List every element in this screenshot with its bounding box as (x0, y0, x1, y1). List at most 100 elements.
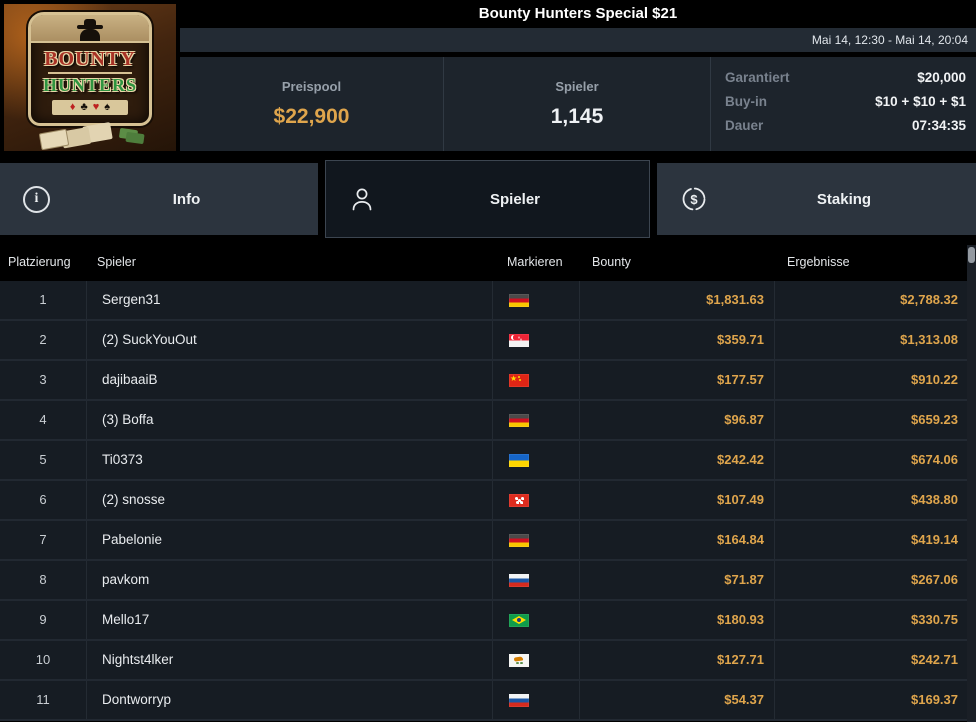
black-suit-icon: ♣ (80, 101, 88, 113)
buyin-label: Buy-in (725, 94, 767, 109)
page-title: Bounty Hunters Special $21 (478, 5, 678, 22)
red-suit-icon: ♥ (92, 101, 100, 113)
flag-cell (492, 281, 579, 319)
rank-cell: 6 (39, 492, 47, 507)
black-suit-icon: ♠ (104, 101, 111, 113)
card-suits-icons: ♦ ♣ ♥ ♠ (52, 100, 128, 115)
table-row[interactable]: 2 (2) SuckYouOut $359.71 $1,313.08 (0, 321, 967, 361)
person-icon (352, 188, 372, 211)
scrollbar-thumb[interactable] (968, 247, 975, 263)
rank-cell: 11 (36, 692, 50, 707)
rank-cell: 10 (35, 652, 51, 667)
bounty-hunters-logo-image: BOUNTY HUNTERS ♦ ♣ ♥ ♠ (4, 4, 176, 151)
table-row[interactable]: 10 Nightst4lker $127.71 $242.71 (0, 641, 967, 681)
bounty-cell: $54.37 (579, 681, 774, 719)
flag-china-icon (509, 373, 529, 387)
bounty-cell: $177.57 (579, 361, 774, 399)
tournament-details: Garantiert $20,000 Buy-in $10 + $10 + $1… (711, 57, 976, 151)
logo-badge-top (31, 15, 149, 43)
tab-spieler[interactable]: Spieler (325, 160, 650, 238)
player-name-cell: (3) Boffa (86, 401, 492, 439)
player-name-cell: dajibaaiB (86, 361, 492, 399)
bounty-cell: $242.42 (579, 441, 774, 479)
table-row[interactable]: 6 (2) snosse $107.49 $438.80 (0, 481, 967, 521)
table-row[interactable]: 11 Dontworryp $54.37 $169.37 (0, 681, 967, 721)
rank-cell: 3 (39, 372, 47, 387)
player-name-cell: Dontworryp (86, 681, 492, 719)
flag-cell (492, 401, 579, 439)
duration-value: 07:34:35 (911, 118, 966, 133)
table-row[interactable]: 3 dajibaaiB $177.57$910.22 (0, 361, 967, 401)
result-cell: $674.06 (774, 441, 967, 479)
logo-badge: BOUNTY HUNTERS ♦ ♣ ♥ ♠ (28, 12, 152, 126)
prizepool-stat: Preispool $22,900 (180, 57, 444, 151)
table-header: Platzierung Spieler Markieren Bounty Erg… (0, 247, 976, 278)
logo-text-hunters: HUNTERS (42, 75, 138, 95)
flag-cell (492, 561, 579, 599)
players-label: Spieler (555, 79, 599, 94)
svg-text:$: $ (690, 192, 698, 207)
player-name-cell: (2) snosse (86, 481, 492, 519)
flag-cyprus-icon (509, 653, 529, 667)
tournament-logo: BOUNTY HUNTERS ♦ ♣ ♥ ♠ (0, 0, 180, 155)
table-scrollbar[interactable] (967, 245, 976, 722)
table-row[interactable]: 5 Ti0373 $242.42 $674.06 (0, 441, 967, 481)
column-header-markieren: Markieren (507, 255, 563, 269)
column-header-ergebnisse: Ergebnisse (787, 255, 850, 269)
players-stat: Spieler 1,145 (444, 57, 711, 151)
player-name-cell: Mello17 (86, 601, 492, 639)
bounty-cell: $180.93 (579, 601, 774, 639)
result-cell: $438.80 (774, 481, 967, 519)
flag-cell (492, 521, 579, 559)
table-row[interactable]: 9 Mello17 $180.93 $330.75 (0, 601, 967, 641)
flag-russia-icon (509, 693, 529, 707)
flag-cell (492, 481, 579, 519)
player-name-cell: Sergen31 (86, 281, 492, 319)
table-row[interactable]: 1 Sergen31 $1,831.63 $2,788.32 (0, 281, 967, 321)
result-cell: $330.75 (774, 601, 967, 639)
guaranteed-row: Garantiert $20,000 (725, 70, 966, 85)
table-row[interactable]: 4 (3) Boffa $96.87 $659.23 (0, 401, 967, 441)
guaranteed-label: Garantiert (725, 70, 790, 85)
column-header-bounty: Bounty (592, 255, 631, 269)
flag-germany-icon (509, 293, 529, 307)
flag-hong-kong-icon (509, 493, 529, 507)
flag-germany-icon (509, 533, 529, 547)
tournament-stats-panel: Preispool $22,900 Spieler 1,145 Garantie… (180, 57, 976, 151)
result-cell: $267.06 (774, 561, 967, 599)
result-cell: $659.23 (774, 401, 967, 439)
cowboy-silhouette-icon (67, 17, 113, 41)
player-name-cell: pavkom (86, 561, 492, 599)
player-name-cell: (2) SuckYouOut (86, 321, 492, 359)
player-name-cell: Pabelonie (86, 521, 492, 559)
rank-cell: 7 (39, 532, 47, 547)
info-icon: i (23, 185, 50, 213)
staking-icon: $ (682, 187, 706, 211)
bounty-cell: $71.87 (579, 561, 774, 599)
prizepool-value: $22,900 (273, 105, 350, 128)
tab-info[interactable]: i Info (0, 163, 318, 235)
result-cell: $1,313.08 (774, 321, 967, 359)
prizepool-label: Preispool (281, 79, 342, 94)
rank-cell: 8 (39, 572, 47, 587)
result-cell: $169.37 (774, 681, 967, 719)
column-header-spieler: Spieler (97, 255, 136, 269)
flag-brazil-icon (509, 613, 529, 627)
table-row[interactable]: 7 Pabelonie $164.84 $419.14 (0, 521, 967, 561)
buyin-row: Buy-in $10 + $10 + $1 (725, 94, 966, 109)
flag-cell (492, 441, 579, 479)
result-cell: $419.14 (774, 521, 967, 559)
table-row[interactable]: 8 pavkom $71.87 $267.06 (0, 561, 967, 601)
bounty-cell: $107.49 (579, 481, 774, 519)
result-cell: $242.71 (774, 641, 967, 679)
rank-cell: 5 (39, 452, 47, 467)
bounty-cell: $96.87 (579, 401, 774, 439)
bounty-cell: $1,831.63 (579, 281, 774, 319)
flag-cell (492, 321, 579, 359)
tab-staking[interactable]: $ Staking (657, 163, 976, 235)
result-cell: $2,788.32 (774, 281, 967, 319)
player-table-body: 1 Sergen31 $1,831.63 $2,788.32 2 (2) SuckYouO… (0, 281, 967, 721)
flag-cell (492, 641, 579, 679)
duration-row: Dauer 07:34:35 (725, 118, 966, 133)
